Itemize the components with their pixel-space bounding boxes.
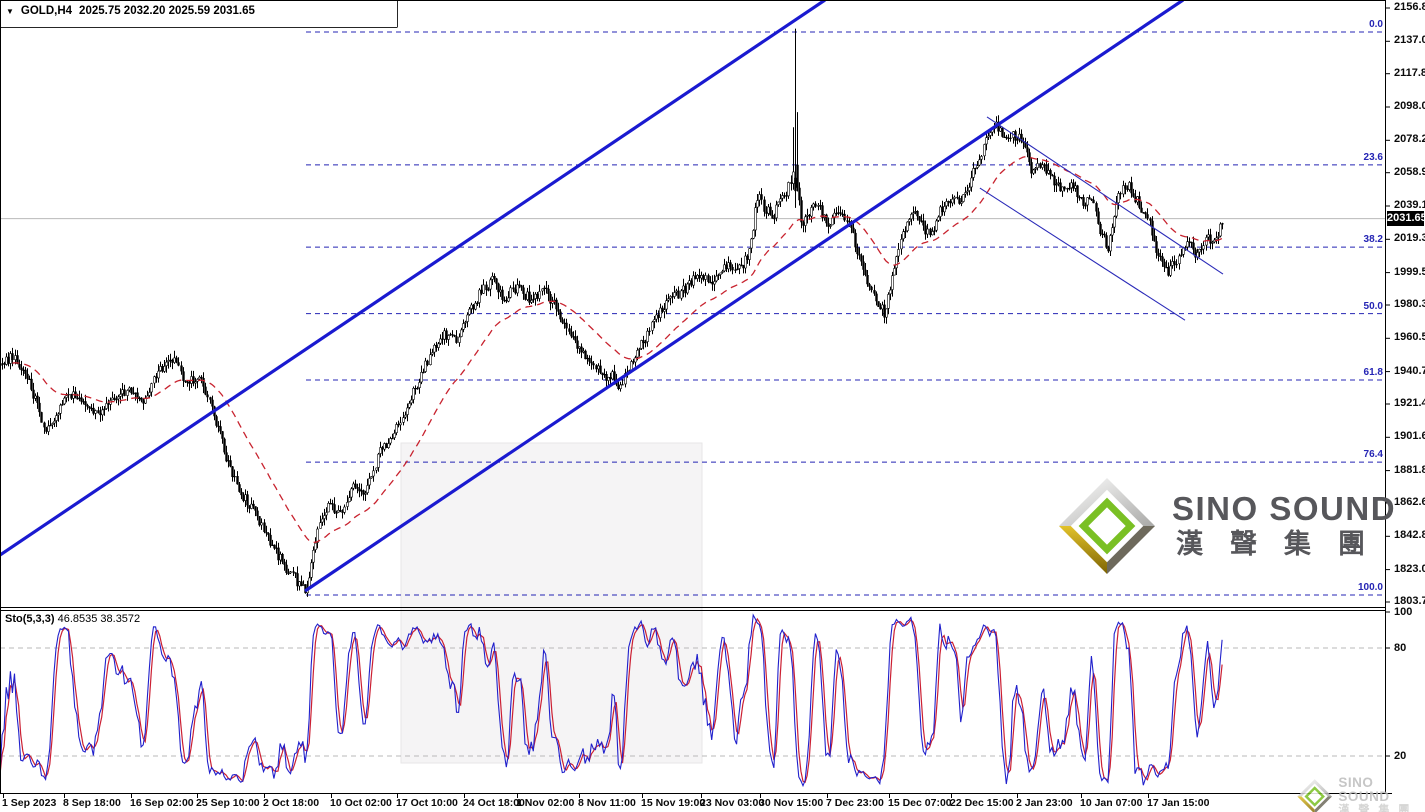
price-axis-label: 2019.35 [1394, 232, 1425, 244]
fib-level-label: 50.0 [1363, 301, 1383, 312]
time-axis-label: 1 Sep 2023 [2, 797, 57, 809]
time-axis-label: 17 Jan 15:00 [1147, 797, 1210, 809]
time-axis-label: 22 Dec 15:00 [950, 797, 1014, 809]
sto-d-line[interactable] [0, 617, 1223, 784]
price-axis-label: 2098.00 [1394, 100, 1425, 112]
fib-level-label: 23.6 [1363, 152, 1383, 163]
time-axis-label: 2 Oct 18:00 [263, 797, 320, 809]
fib-level-label: 76.4 [1363, 449, 1383, 460]
price-axis-label: 1960.50 [1394, 331, 1425, 343]
time-axis-label: 8 Sep 18:00 [63, 797, 121, 809]
ascending-channel-lower[interactable] [304, 0, 1184, 593]
price-axis-label: 1803.75 [1394, 595, 1425, 607]
mini-logo-title: SINO SOUND [1338, 775, 1390, 804]
price-axis-label: 1901.65 [1394, 430, 1425, 442]
ascending-channel-upper[interactable] [0, 0, 826, 557]
symbol-header: ▼ GOLD,H4 2025.75 2032.20 2025.59 2031.65 [6, 5, 255, 17]
symbol-timeframe-label: GOLD,H4 [20, 5, 73, 17]
fib-level-label: 38.2 [1363, 234, 1383, 245]
indicator-values: 46.8535 38.3572 [57, 613, 141, 625]
price-axis-label: 2156.85 [1394, 1, 1425, 13]
descending-channel-upper[interactable] [986, 116, 1224, 275]
time-axis-label: 24 Oct 18:00 [463, 797, 525, 809]
sto-axis-label: 20 [1394, 750, 1407, 762]
sino-sound-logo: SINO SOUND 漢聲集團 [1058, 477, 1396, 575]
fib-level-label: 0.0 [1369, 19, 1383, 30]
price-axis-label: 2078.20 [1394, 133, 1425, 145]
sto-axis-label: 100 [1394, 606, 1413, 618]
time-axis-label: 10 Oct 02:00 [330, 797, 392, 809]
price-axis-label: 2039.15 [1394, 199, 1425, 211]
price-axis-label: 1881.85 [1394, 464, 1425, 476]
indicator-header: Sto(5,3,3) 46.8535 38.3572 [5, 613, 140, 625]
price-axis-label: 1862.60 [1394, 496, 1425, 508]
watermark-mini-logo: SINO SOUND 漢聲集團 [1297, 776, 1425, 812]
time-axis-label: 10 Jan 07:00 [1080, 797, 1143, 809]
time-axis-label: 15 Dec 07:00 [888, 797, 952, 809]
ma-line[interactable] [12, 155, 1223, 543]
mini-logo-subtitle: 漢聲集團 [1338, 804, 1419, 812]
descending-channel-lower[interactable] [979, 187, 1186, 321]
price-axis-label: 2058.95 [1394, 166, 1425, 178]
time-axis-label: 30 Nov 15:00 [759, 797, 824, 809]
fib-level-label: 100.0 [1357, 582, 1383, 593]
watermark-box [400, 442, 703, 764]
mini-logo-diamond-icon [1297, 779, 1333, 812]
time-axis-label: 16 Sep 02:00 [130, 797, 194, 809]
time-axis-label: 1 Nov 02:00 [516, 797, 575, 809]
logo-title: SINO SOUND [1172, 490, 1397, 527]
time-axis-label: 17 Oct 10:00 [396, 797, 458, 809]
price-axis-label: 2137.05 [1394, 34, 1425, 46]
price-axis-label: 1999.55 [1394, 266, 1425, 278]
current-price-badge: 2031.65 [1387, 211, 1425, 226]
price-axis-label: 2117.80 [1394, 67, 1425, 79]
price-axis-label: 1823.00 [1394, 563, 1425, 575]
logo-subtitle: 漢聲集團 [1176, 529, 1392, 559]
logo-diamond-icon [1058, 477, 1156, 575]
time-axis-label: 2 Jan 23:00 [1016, 797, 1073, 809]
price-axis-label: 1940.70 [1394, 365, 1425, 377]
time-axis-label: 7 Dec 23:00 [826, 797, 884, 809]
price-axis-label: 1980.30 [1394, 298, 1425, 310]
time-axis-label: 25 Sep 10:00 [196, 797, 260, 809]
fib-level-label: 61.8 [1363, 367, 1383, 378]
indicator-name: Sto(5,3,3) [5, 613, 55, 625]
time-axis-label: 23 Nov 03:00 [700, 797, 765, 809]
chevron-down-icon[interactable]: ▼ [6, 7, 14, 16]
sto-axis-label: 80 [1394, 642, 1407, 654]
sto-k-line[interactable] [0, 613, 1223, 788]
time-axis-label: 15 Nov 19:00 [641, 797, 706, 809]
price-axis-label: 1921.45 [1394, 397, 1425, 409]
time-axis-label: 8 Nov 11:00 [578, 797, 636, 809]
price-axis-label: 1842.80 [1394, 529, 1425, 541]
ohlc-values: 2025.75 2032.20 2025.59 2031.65 [79, 5, 255, 17]
